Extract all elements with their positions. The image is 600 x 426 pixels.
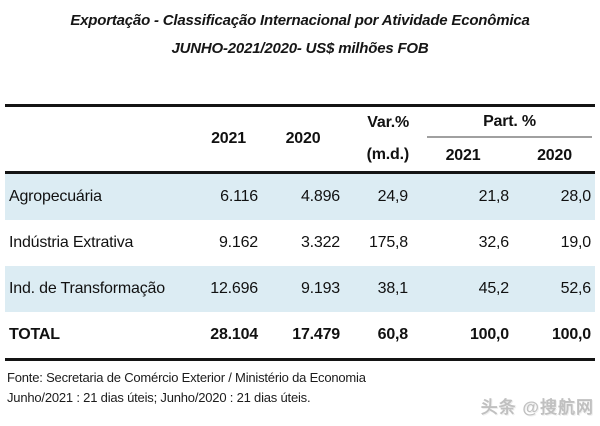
header-part-2020: 2020	[537, 147, 572, 165]
header-var-line1: Var.%	[367, 114, 409, 131]
header-part-label: Part. %	[427, 107, 592, 138]
table-row-total: TOTAL 28.104 17.479 60,8 100,0 100,0	[5, 312, 595, 360]
table-footnotes: Fonte: Secretaria de Comércio Exterior /…	[7, 368, 600, 408]
header-2020: 2020	[285, 130, 321, 147]
row-label: Indústria Extrativa	[9, 234, 134, 251]
watermark-toutiao-souhang: 头条 @搜航网	[480, 398, 594, 417]
total-2020: 17.479	[292, 326, 340, 343]
page-title: Exportação - Classificação Internacional…	[0, 0, 600, 63]
value-2020: 4.896	[300, 188, 340, 205]
value-part-2020: 19,0	[560, 234, 592, 251]
working-days-note: Junho/2021 : 21 dias úteis; Junho/2020 :…	[7, 390, 311, 405]
value-part-2020: 28,0	[560, 188, 592, 205]
total-2021: 28.104	[210, 326, 258, 343]
export-table: 2021 2020 Var.% (m.d.) Part. % 2021 2020…	[5, 104, 595, 361]
total-part-2020: 100,0	[551, 326, 591, 343]
header-var-pct: Var.% (m.d.)	[344, 106, 412, 173]
source-note: Fonte: Secretaria de Comércio Exterior /…	[7, 370, 366, 385]
table-header: 2021 2020 Var.% (m.d.) Part. % 2021 2020	[5, 106, 595, 173]
value-var: 175,8	[368, 234, 408, 251]
total-var: 60,8	[377, 326, 409, 343]
header-var-line2: (m.d.)	[366, 146, 410, 163]
value-part-2021: 32,6	[478, 234, 510, 251]
title-line-1: Exportação - Classificação Internacional…	[70, 12, 530, 29]
value-part-2021: 45,2	[478, 280, 510, 297]
value-var: 24,9	[377, 188, 409, 205]
row-label: Agropecuária	[9, 188, 102, 205]
table-row-agropecuaria: Agropecuária 6.116 4.896 24,9 21,8 28,0	[5, 172, 595, 220]
header-empty-cell	[5, 106, 195, 173]
row-label: Ind. de Transformação	[9, 280, 165, 297]
value-part-2020: 52,6	[560, 280, 592, 297]
value-2021: 6.116	[220, 188, 258, 205]
table-row-ind-transformacao: Ind. de Transformação 12.696 9.193 38,1 …	[5, 266, 595, 312]
title-line-2: JUNHO-2021/2020- US$ milhões FOB	[171, 40, 429, 57]
value-2021: 9.162	[218, 234, 258, 251]
value-2021: 12.696	[210, 280, 258, 297]
header-part-2021: 2021	[445, 147, 481, 165]
header-part-group: Part. %	[412, 106, 595, 142]
header-2021: 2021	[211, 130, 246, 147]
value-2020: 3.322	[300, 234, 340, 251]
value-2020: 9.193	[300, 280, 340, 297]
value-part-2021: 21,8	[478, 188, 510, 205]
table-row-industria-extrativa: Indústria Extrativa 9.162 3.322 175,8 32…	[5, 220, 595, 266]
value-var: 38,1	[377, 280, 409, 297]
total-part-2021: 100,0	[469, 326, 509, 343]
total-label: TOTAL	[9, 326, 60, 343]
